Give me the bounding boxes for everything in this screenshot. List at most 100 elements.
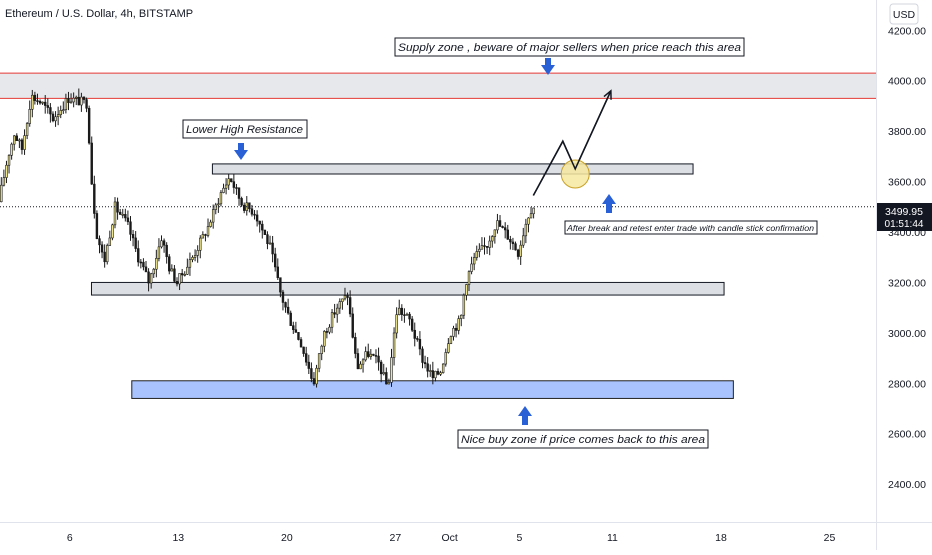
candle-down — [299, 339, 303, 348]
candle-up — [59, 110, 62, 115]
candle-up — [28, 108, 31, 124]
candle-up — [529, 213, 533, 219]
annotation-lower-high: Lower High Resistance — [182, 119, 308, 139]
candle-down — [305, 353, 308, 363]
candle-up — [364, 351, 367, 361]
candle-down — [44, 101, 47, 106]
candle-up — [193, 255, 197, 258]
candle-up — [113, 201, 117, 226]
candle-down — [137, 248, 140, 263]
candle-down — [273, 253, 277, 268]
candle-up — [359, 363, 362, 370]
retest-highlight-circle — [560, 159, 590, 189]
candle-up — [519, 244, 522, 257]
candle-up — [157, 246, 161, 259]
arrow-up-buy-zone-icon — [518, 406, 532, 425]
candle-down — [385, 372, 388, 385]
candle-up — [330, 312, 334, 328]
candle-down — [509, 238, 512, 243]
candle-down — [506, 229, 509, 240]
candle-down — [281, 291, 285, 303]
candle-up — [13, 135, 16, 145]
candle-up — [209, 221, 212, 227]
candle-down — [436, 370, 440, 375]
candle-down — [126, 217, 130, 223]
candle-up — [457, 318, 460, 331]
candle-up — [405, 313, 409, 316]
candle-up — [336, 307, 339, 315]
candle-down — [333, 312, 336, 315]
candle-up — [527, 217, 530, 225]
candle-up — [18, 139, 21, 142]
candle-down — [367, 351, 370, 357]
candle-up — [467, 271, 471, 285]
candle-down — [354, 337, 357, 354]
candle-up — [111, 224, 114, 239]
candle-up — [439, 372, 442, 375]
candle-up — [108, 237, 112, 246]
candle-up — [206, 226, 210, 236]
x-tick-label: 20 — [281, 532, 293, 544]
candle-down — [266, 234, 269, 245]
candle-down — [418, 339, 422, 350]
x-tick-label: 18 — [715, 532, 727, 544]
candle-up — [398, 307, 401, 315]
y-tick-label: 3000.00 — [888, 328, 926, 340]
candle-up — [465, 284, 468, 296]
candle-up — [72, 97, 75, 103]
candle-down — [284, 302, 287, 308]
candle-up — [382, 372, 385, 375]
candle-down — [514, 243, 517, 251]
arrow-up-retest-icon — [602, 194, 616, 213]
candle-up — [41, 101, 44, 104]
candle-up — [10, 143, 13, 156]
candle-down — [230, 178, 233, 182]
candle-up — [488, 240, 491, 248]
annotation-buy-zone: Nice buy zone if price comes back to thi… — [457, 429, 709, 449]
candle-down — [98, 238, 101, 246]
candle-down — [255, 214, 259, 222]
candle-up — [323, 331, 326, 347]
candle-up — [64, 98, 68, 111]
candle-up — [201, 234, 205, 239]
candle-down — [372, 353, 375, 356]
candle-up — [478, 248, 481, 252]
candle-up — [449, 336, 453, 344]
candle-up — [121, 213, 124, 216]
last-price-value: 3499.95 — [885, 206, 923, 218]
candle-down — [235, 187, 238, 189]
candle-down — [416, 338, 419, 340]
y-tick-label: 4000.00 — [888, 76, 926, 88]
candle-down — [377, 355, 380, 363]
candle-down — [33, 94, 37, 101]
candle-up — [217, 203, 220, 206]
y-axis: 4200.004000.003800.003600.003400.003200.… — [888, 25, 926, 491]
candle-down — [232, 181, 236, 188]
candle-down — [242, 204, 246, 211]
candle-down — [297, 332, 300, 340]
x-tick-label: 5 — [516, 532, 522, 544]
currency-button[interactable]: USD — [889, 3, 919, 25]
candle-down — [173, 268, 176, 282]
candle-up — [56, 114, 60, 118]
candle-down — [103, 251, 106, 263]
candle-down — [348, 297, 352, 315]
y-tick-label: 2400.00 — [888, 479, 926, 491]
candle-down — [403, 314, 406, 316]
candle-down — [142, 261, 145, 268]
overlay-layer — [0, 89, 876, 208]
candle-down — [302, 346, 305, 354]
candle-down — [516, 249, 520, 257]
candle-up — [31, 94, 34, 110]
candle-down — [134, 237, 137, 249]
candle-up — [2, 177, 6, 186]
candle-down — [485, 246, 489, 248]
candle-down — [258, 220, 261, 225]
candle-down — [165, 244, 168, 258]
candle-down — [400, 307, 404, 315]
candle-up — [62, 109, 65, 112]
candle-up — [75, 96, 78, 99]
candle-up — [532, 207, 535, 215]
